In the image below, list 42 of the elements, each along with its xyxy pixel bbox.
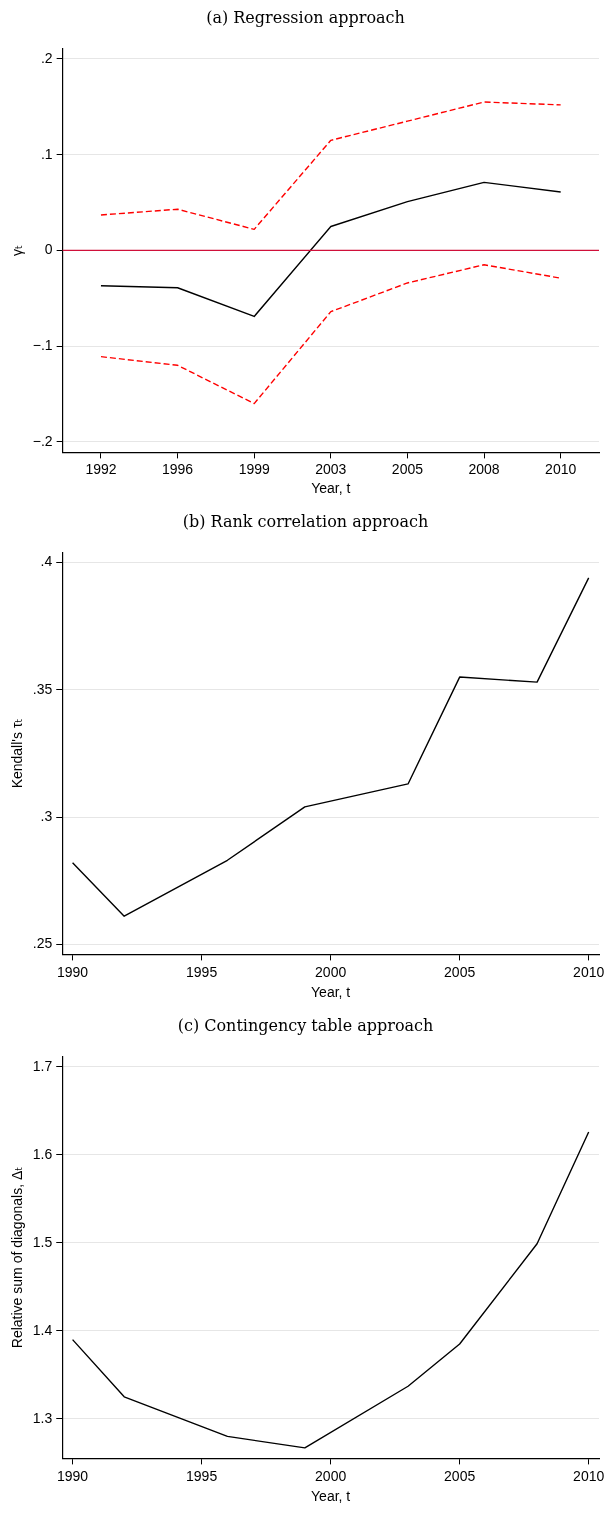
line-series [100,101,562,231]
y-tick-label: .4 [40,553,53,570]
y-axis-title: Relative sum of diagonals, Δₜ [9,1166,26,1349]
x-tick-label: 1996 [162,460,194,477]
x-tick-label: 2010 [573,963,605,980]
y-tick-label: 1.7 [32,1057,53,1074]
y-axis-title: Kendall's τₜ [9,718,26,789]
chart-title: (a) Regression approach [205,7,406,29]
y-tick-label: −.2 [32,432,53,449]
chart-title: (c) Contingency table approach [176,1015,435,1037]
x-tick-label: 2000 [315,963,347,980]
x-axis-title: Year, t [311,984,351,1001]
x-tick-label: 2010 [545,460,577,477]
x-tick-label: 1990 [57,963,89,980]
x-tick-label: 2008 [468,460,500,477]
chart-title: (b) Rank correlation approach [181,511,430,533]
y-axis-title: γₜ [9,244,26,256]
x-tick-label: 2000 [315,1467,347,1484]
x-tick-label: 2005 [444,1467,476,1484]
y-tick-label: −.1 [32,336,53,353]
x-tick-label: 1992 [85,460,117,477]
line-series [100,264,562,405]
y-tick-label: .3 [40,807,53,824]
y-tick-label: 1.4 [32,1321,53,1338]
x-tick-label: 1990 [57,1467,89,1484]
y-tick-label: .25 [32,935,53,952]
x-tick-label: 2005 [391,460,424,477]
x-axis-title: Year, t [311,480,351,497]
y-tick-label: .2 [40,49,53,66]
x-tick-label: 1995 [186,963,218,980]
y-tick-label: .35 [32,680,53,697]
y-tick-label: 0 [44,241,53,258]
y-tick-label: .1 [40,145,53,162]
y-tick-label: 1.5 [32,1233,53,1250]
x-axis-title: Year, t [311,1488,351,1505]
x-tick-label: 2010 [573,1467,605,1484]
x-tick-label: 1995 [186,1467,218,1484]
x-tick-label: 1999 [238,460,270,477]
x-tick-label: 2005 [444,963,476,980]
y-tick-label: 1.3 [32,1409,53,1426]
x-tick-label: 2003 [315,460,347,477]
y-tick-label: 1.6 [32,1145,53,1162]
